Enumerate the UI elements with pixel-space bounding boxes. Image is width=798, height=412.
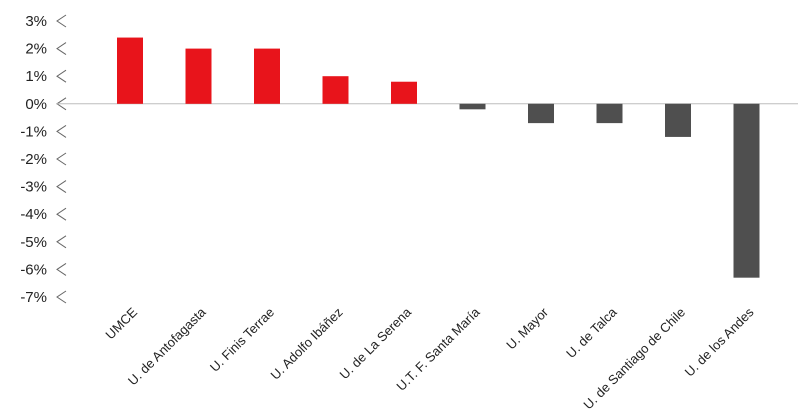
y-tick-chevron-icon [56, 180, 67, 194]
bar [322, 76, 349, 104]
y-tick-label: 3% [25, 13, 47, 30]
y-tick-chevron-icon [56, 42, 67, 56]
bar [665, 103, 691, 137]
x-category-label: U. de La Serena [337, 304, 415, 382]
x-category-label: UMCE [102, 304, 140, 342]
bar [528, 103, 554, 124]
y-tick-chevron-icon [56, 14, 67, 28]
y-tick-label: -5% [20, 234, 47, 251]
y-tick-label: 1% [25, 68, 47, 85]
y-tick-label: -2% [20, 151, 47, 168]
y-tick-chevron-icon [56, 207, 67, 221]
bar [185, 48, 212, 104]
y-tick-chevron-icon [56, 262, 67, 276]
x-category-label: U. Mayor [503, 304, 551, 352]
x-category-label: U. Adolfo Ibáñez [268, 305, 346, 383]
y-tick-chevron-icon [56, 152, 67, 166]
y-tick-chevron-icon [56, 69, 67, 83]
bar [254, 48, 280, 104]
bar [117, 37, 143, 104]
y-tick-chevron-icon [56, 235, 67, 249]
bars [117, 37, 760, 278]
bar [596, 103, 623, 124]
y-tick-label: -1% [20, 123, 47, 140]
y-tick-chevron-icon [56, 124, 67, 138]
y-tick-label: 0% [25, 96, 47, 113]
y-tick-label: -3% [20, 179, 47, 196]
bar [459, 103, 486, 110]
y-tick-label: -4% [20, 206, 47, 223]
bar [391, 81, 417, 104]
y-tick-label: 2% [25, 41, 47, 58]
y-tick-label: -7% [20, 289, 47, 306]
x-category-label: U. de Talca [563, 304, 620, 361]
x-category-label: U. de los Andes [682, 304, 757, 379]
bar [733, 103, 760, 278]
y-tick-label: -6% [20, 261, 47, 278]
y-axis: 3% 2% 1% 0% -1% -2% -3% -4% -5% -6% -7% [20, 13, 67, 306]
x-category-label: U. Finis Terrae [207, 305, 277, 375]
y-tick-chevron-icon [56, 290, 67, 304]
